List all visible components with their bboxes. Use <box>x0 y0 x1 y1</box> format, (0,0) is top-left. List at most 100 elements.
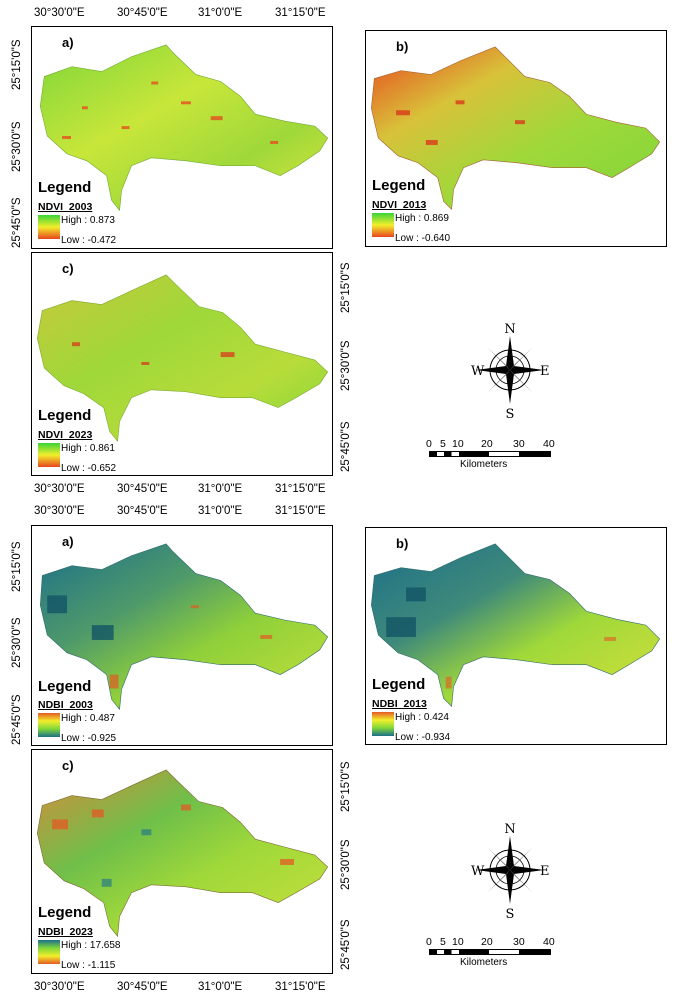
legend-low: Low : -0.640 <box>395 233 451 244</box>
legend-high: High : 0.869 <box>395 213 449 224</box>
scale-tick: 30 <box>513 936 525 948</box>
legend-low: Low : -1.115 <box>61 960 116 971</box>
lon-label: 31°0'0"E <box>198 7 243 19</box>
legend-color-ramp <box>38 940 60 964</box>
legend-high: High : 0.487 <box>61 713 115 724</box>
legend-title: Legend <box>372 177 426 194</box>
panel-label: a) <box>62 534 74 549</box>
legend-color-ramp <box>38 713 60 737</box>
scale-tick: 5 <box>440 936 446 948</box>
scale-tick: 40 <box>543 936 555 948</box>
lat-label: 25°45'0"S <box>340 919 352 970</box>
lon-label: 30°30'0"E <box>34 7 85 19</box>
ndvi-2003-map <box>39 44 329 212</box>
ndvi-2023-map <box>37 274 329 443</box>
ndbi-2013-map <box>371 543 661 708</box>
lon-label: 31°0'0"E <box>198 981 243 993</box>
compass-s: S <box>506 907 515 920</box>
scale-bar: 0 5 10 20 30 40 Kilometers <box>426 936 556 970</box>
lat-label: 25°30'0"S <box>11 617 23 668</box>
ndbi-2023-map <box>36 769 329 938</box>
north-arrow-icon: N S W E <box>471 322 550 420</box>
scale-tick: 30 <box>513 438 525 450</box>
lon-label: 30°45'0"E <box>117 505 168 517</box>
lon-label: 31°15'0"E <box>275 981 326 993</box>
compass-s: S <box>506 407 515 420</box>
legend-layer-name: NDVI_2003 <box>38 201 93 213</box>
ndbi-panel-b: b) Legend NDBI_2013 High : 0.424 Low : -… <box>365 527 667 745</box>
legend-low: Low : -0.934 <box>395 732 451 743</box>
lon-label: 30°30'0"E <box>34 483 85 495</box>
ndbi-2003-map <box>39 543 329 711</box>
lat-label: 25°45'0"S <box>340 421 352 472</box>
legend-color-ramp <box>372 712 394 736</box>
compass-n: N <box>504 322 515 337</box>
lat-label: 25°30'0"S <box>11 121 23 172</box>
lat-label: 25°45'0"S <box>11 694 23 745</box>
legend-title: Legend <box>38 407 92 424</box>
scale-tick: 0 <box>426 936 432 948</box>
scale-unit: Kilometers <box>460 957 508 968</box>
ndvi-panel-c: c) Legend NDVI_2023 High : 0.861 Low : -… <box>31 252 333 476</box>
legend-low: Low : -0.925 <box>61 733 117 744</box>
ndbi-panel-c: c) Legend NDBI_2023 High : 17.658 Low : … <box>31 749 333 974</box>
scale-tick: 20 <box>481 936 493 948</box>
panel-label: c) <box>62 261 74 276</box>
panel-label: b) <box>396 536 409 551</box>
lat-label: 25°30'0"S <box>340 839 352 890</box>
scale-tick: 10 <box>452 936 464 948</box>
scale-tick: 20 <box>481 438 493 450</box>
legend-layer-name: NDBI_2013 <box>372 698 427 710</box>
legend-color-ramp <box>372 213 394 237</box>
scale-tick: 5 <box>440 438 446 450</box>
legend-color-ramp <box>38 443 60 467</box>
scale-tick: 40 <box>543 438 555 450</box>
scale-bar-segments <box>429 451 551 457</box>
lon-label: 31°15'0"E <box>275 505 326 517</box>
legend-high: High : 0.861 <box>61 443 115 454</box>
legend-low: Low : -0.472 <box>61 235 117 246</box>
scale-bar: 0 5 10 20 30 40 Kilometers <box>426 438 556 472</box>
scale-tick: 10 <box>452 438 464 450</box>
legend-color-ramp <box>38 215 60 239</box>
lon-label: 31°0'0"E <box>198 483 243 495</box>
ndvi-panel-a: a) Legend NDVI_2003 High : 0.873 Low : -… <box>31 26 333 249</box>
lat-label: 25°45'0"S <box>11 197 23 248</box>
legend-title: Legend <box>372 676 426 693</box>
ndvi-2013-map <box>371 46 661 210</box>
panel-label: c) <box>62 758 74 773</box>
legend-layer-name: NDBI_2003 <box>38 699 93 711</box>
lat-label: 25°30'0"S <box>340 340 352 391</box>
lon-label: 30°45'0"E <box>117 7 168 19</box>
legend-layer-name: NDVI_2013 <box>372 199 427 211</box>
legend-high: High : 0.424 <box>395 712 449 723</box>
lon-label: 30°30'0"E <box>34 981 85 993</box>
lat-label: 25°15'0"S <box>340 761 352 812</box>
legend-high: High : 17.658 <box>61 940 121 951</box>
lon-label: 31°0'0"E <box>198 505 243 517</box>
compass-e: E <box>540 864 550 879</box>
legend-title: Legend <box>38 904 92 921</box>
panel-label: a) <box>62 35 74 50</box>
ndvi-panel-b: b) Legend NDVI_2013 High : 0.869 Low : -… <box>365 30 667 247</box>
north-arrow-icon: N S W E <box>471 822 550 920</box>
compass-e: E <box>540 364 550 379</box>
legend-low: Low : -0.652 <box>61 463 117 474</box>
lon-label: 30°45'0"E <box>117 483 168 495</box>
scale-unit: Kilometers <box>460 459 508 470</box>
legend-title: Legend <box>38 179 92 196</box>
lat-label: 25°15'0"S <box>11 541 23 592</box>
legend-layer-name: NDVI_2023 <box>38 429 93 441</box>
scale-bar-segments <box>429 949 551 955</box>
lon-label: 31°15'0"E <box>275 483 326 495</box>
legend-high: High : 0.873 <box>61 215 115 226</box>
compass-w: W <box>471 364 485 379</box>
lat-label: 25°15'0"S <box>340 262 352 313</box>
scale-tick: 0 <box>426 438 432 450</box>
ndbi-panel-a: a) Legend NDBI_2003 High : 0.487 Low : -… <box>31 525 333 746</box>
compass-w: W <box>471 864 485 879</box>
lon-label: 30°30'0"E <box>34 505 85 517</box>
lon-label: 30°45'0"E <box>117 981 168 993</box>
lat-label: 25°15'0"S <box>11 39 23 90</box>
lon-label: 31°15'0"E <box>275 7 326 19</box>
